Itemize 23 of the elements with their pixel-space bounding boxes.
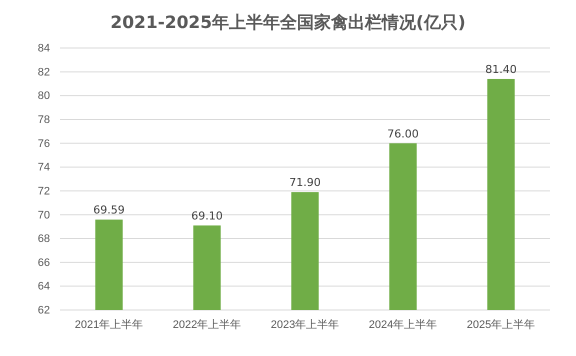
y-tick-label: 66 <box>38 256 50 269</box>
y-tick-label: 68 <box>38 233 50 246</box>
data-label: 69.10 <box>191 209 223 222</box>
y-tick-label: 70 <box>38 209 50 222</box>
y-tick-label: 78 <box>38 114 50 126</box>
y-tick-label: 76 <box>38 138 50 150</box>
x-tick-label: 2021年上半年 <box>74 318 144 331</box>
data-label: 69.59 <box>93 204 125 217</box>
data-label: 76.00 <box>387 127 419 140</box>
y-tick-label: 74 <box>38 162 50 174</box>
x-tick-label: 2022年上半年 <box>172 318 242 331</box>
y-tick-label: 72 <box>38 185 50 198</box>
y-tick-label: 84 <box>38 42 50 55</box>
y-tick-label: 64 <box>38 280 50 293</box>
y-tick-label: 80 <box>38 90 50 102</box>
y-tick-label: 62 <box>38 304 50 317</box>
data-label: 71.90 <box>289 176 321 190</box>
y-tick-label: 82 <box>38 66 50 78</box>
x-tick-label: 2025年上半年 <box>466 318 536 331</box>
chart-title: 2021-2025年上半年全国家禽出栏情况(亿只) <box>110 13 466 33</box>
x-tick-label: 2024年上半年 <box>368 318 438 331</box>
data-label: 81.40 <box>485 62 517 76</box>
x-tick-label: 2023年上半年 <box>270 318 340 331</box>
